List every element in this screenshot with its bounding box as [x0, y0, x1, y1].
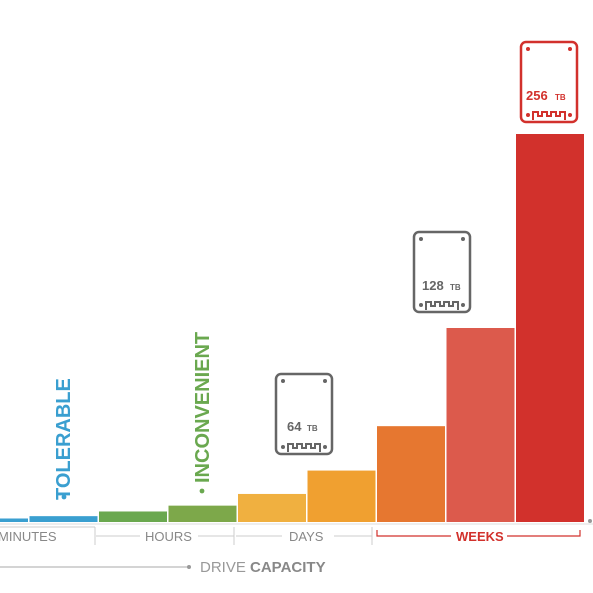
drive-64tb-icon: 64 TB [274, 372, 334, 456]
drive-256tb-icon: 256 TB [519, 40, 579, 124]
capacity-arrow-dot [187, 565, 191, 569]
time-label-hours: HOURS [145, 529, 192, 544]
drive-128-unit: TB [450, 283, 461, 292]
axis-title-light: DRIVE [200, 559, 250, 576]
weeks-bracket [376, 530, 581, 537]
axis-title: DRIVE CAPACITY [200, 559, 326, 576]
annotation-tolerable: TOLERABLE [53, 378, 75, 500]
drive-128tb-icon: 128 TB [412, 230, 472, 314]
drive-128-value: 128 [422, 278, 444, 293]
bar-1 [0, 518, 28, 522]
drive-capacity-axis: DRIVE CAPACITY [0, 559, 326, 576]
time-label-days: DAYS [289, 529, 324, 544]
bar-8 [446, 328, 515, 522]
bar-4 [168, 505, 237, 522]
bar-7 [377, 426, 445, 522]
bar-6 [307, 470, 376, 522]
axis-end-dot [588, 519, 592, 523]
bar-2 [29, 516, 98, 522]
annotation-inconvenient-dot [199, 488, 205, 494]
annotations: TOLERABLE INCONVENIENT [53, 332, 214, 500]
annotation-tolerable-dot [61, 494, 67, 500]
drive-64-unit: TB [307, 424, 318, 433]
annotation-inconvenient: INCONVENIENT [192, 332, 214, 483]
time-axis: MINUTES HOURS DAYS WEEKS [0, 519, 593, 545]
drive-64-value: 64 [287, 419, 302, 434]
bars [0, 134, 584, 522]
bar-3 [99, 511, 167, 522]
drive-256-unit: TB [555, 93, 566, 102]
time-label-minutes: MINUTES [0, 529, 57, 544]
bar-9 [516, 134, 584, 522]
bar-5 [238, 493, 306, 522]
drive-256-value: 256 [526, 88, 548, 103]
time-label-weeks: WEEKS [456, 529, 504, 544]
axis-title-bold: CAPACITY [250, 559, 326, 576]
